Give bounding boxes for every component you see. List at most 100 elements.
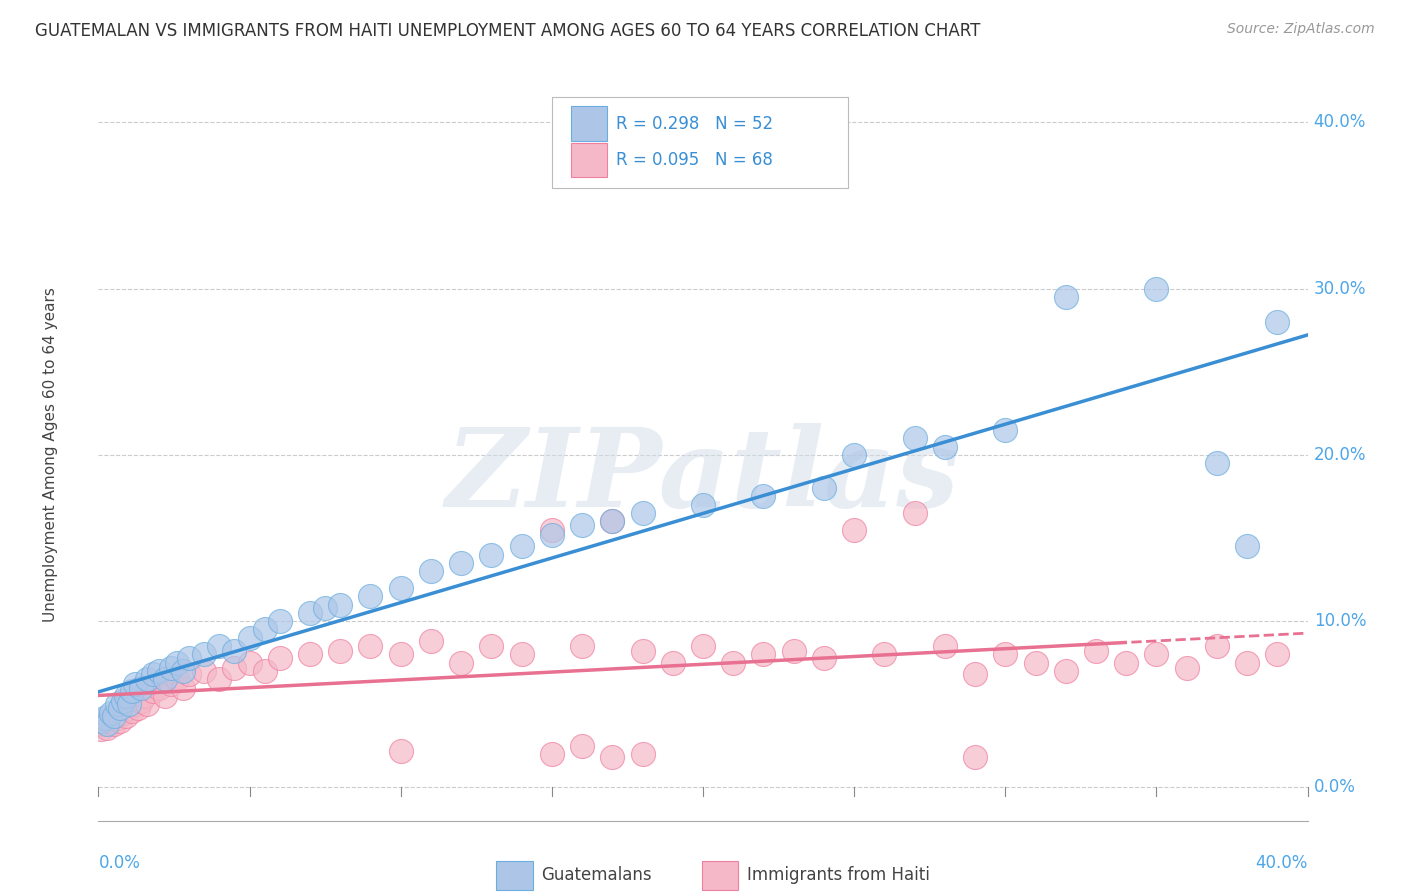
Point: [153, 673, 176, 687]
Point: [166, 673, 188, 687]
Point: [873, 648, 896, 662]
Point: [166, 656, 188, 670]
Point: [160, 677, 183, 691]
Point: [631, 644, 654, 658]
Point: [844, 448, 866, 462]
Point: [813, 650, 835, 665]
Point: [208, 639, 231, 653]
Point: [135, 673, 157, 687]
Point: [571, 639, 593, 653]
Point: [114, 709, 136, 723]
Text: Source: ZipAtlas.com: Source: ZipAtlas.com: [1227, 22, 1375, 37]
Point: [193, 648, 215, 662]
Point: [419, 564, 441, 578]
Text: Immigrants from Haiti: Immigrants from Haiti: [747, 866, 929, 885]
Point: [1115, 656, 1137, 670]
Point: [105, 698, 128, 712]
Text: 10.0%: 10.0%: [1313, 612, 1367, 630]
Point: [1206, 456, 1229, 470]
Point: [1206, 639, 1229, 653]
Point: [692, 498, 714, 512]
Point: [142, 667, 165, 681]
Point: [172, 664, 194, 678]
Point: [965, 667, 987, 681]
Point: [934, 440, 956, 454]
FancyBboxPatch shape: [551, 96, 848, 188]
Point: [540, 527, 562, 541]
Point: [1144, 648, 1167, 662]
Point: [540, 523, 562, 537]
Point: [121, 684, 143, 698]
Point: [1236, 656, 1258, 670]
FancyBboxPatch shape: [571, 143, 607, 178]
Point: [389, 744, 412, 758]
Point: [108, 700, 131, 714]
Point: [208, 673, 231, 687]
Point: [114, 689, 136, 703]
Point: [782, 644, 804, 658]
Point: [100, 714, 122, 728]
Point: [329, 644, 352, 658]
Point: [124, 677, 146, 691]
Point: [1236, 539, 1258, 553]
Point: [481, 548, 503, 562]
Text: Guatemalans: Guatemalans: [541, 866, 651, 885]
Point: [904, 506, 927, 520]
Point: [148, 681, 170, 695]
Point: [103, 717, 125, 731]
FancyBboxPatch shape: [702, 861, 738, 890]
Point: [224, 644, 246, 658]
Point: [602, 515, 624, 529]
Point: [177, 650, 201, 665]
Point: [994, 648, 1017, 662]
Point: [994, 423, 1017, 437]
Point: [450, 656, 472, 670]
Point: [844, 523, 866, 537]
Point: [314, 600, 336, 615]
Text: R = 0.298   N = 52: R = 0.298 N = 52: [616, 114, 773, 133]
Text: 0.0%: 0.0%: [98, 854, 141, 871]
Point: [389, 581, 412, 595]
Point: [90, 723, 112, 737]
Point: [253, 623, 276, 637]
Point: [224, 661, 246, 675]
Point: [813, 481, 835, 495]
Point: [934, 639, 956, 653]
Point: [631, 747, 654, 761]
Point: [1265, 648, 1288, 662]
Point: [239, 631, 262, 645]
Point: [177, 667, 201, 681]
Point: [269, 650, 291, 665]
Text: GUATEMALAN VS IMMIGRANTS FROM HAITI UNEMPLOYMENT AMONG AGES 60 TO 64 YEARS CORRE: GUATEMALAN VS IMMIGRANTS FROM HAITI UNEM…: [35, 22, 980, 40]
Point: [1054, 664, 1077, 678]
Point: [299, 606, 322, 620]
Point: [692, 639, 714, 653]
Text: 40.0%: 40.0%: [1256, 854, 1308, 871]
Point: [752, 490, 775, 504]
Point: [111, 694, 134, 708]
Point: [100, 706, 122, 720]
Point: [571, 517, 593, 532]
Point: [253, 664, 276, 678]
Text: ZIPatlas: ZIPatlas: [446, 423, 960, 531]
Point: [118, 700, 141, 714]
Point: [360, 589, 382, 603]
Point: [93, 717, 115, 731]
Point: [450, 556, 472, 570]
Point: [299, 648, 322, 662]
Point: [661, 656, 683, 670]
Point: [111, 706, 134, 720]
Point: [1085, 644, 1108, 658]
Point: [540, 747, 562, 761]
Point: [752, 648, 775, 662]
Point: [419, 634, 441, 648]
Point: [96, 721, 118, 735]
Point: [105, 710, 128, 724]
Point: [148, 664, 170, 678]
Point: [142, 684, 165, 698]
Point: [239, 656, 262, 670]
Point: [510, 648, 533, 662]
Point: [360, 639, 382, 653]
Point: [571, 739, 593, 753]
Point: [965, 750, 987, 764]
